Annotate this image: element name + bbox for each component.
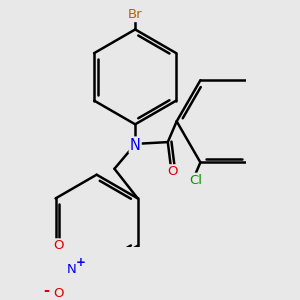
Text: O: O [167, 165, 178, 178]
Text: -: - [43, 283, 49, 298]
Text: O: O [53, 287, 63, 300]
Text: O: O [53, 239, 63, 252]
Text: Cl: Cl [189, 174, 203, 187]
Text: N: N [67, 263, 76, 276]
Text: +: + [75, 256, 85, 268]
Text: N: N [130, 138, 141, 153]
Text: Br: Br [128, 8, 142, 21]
